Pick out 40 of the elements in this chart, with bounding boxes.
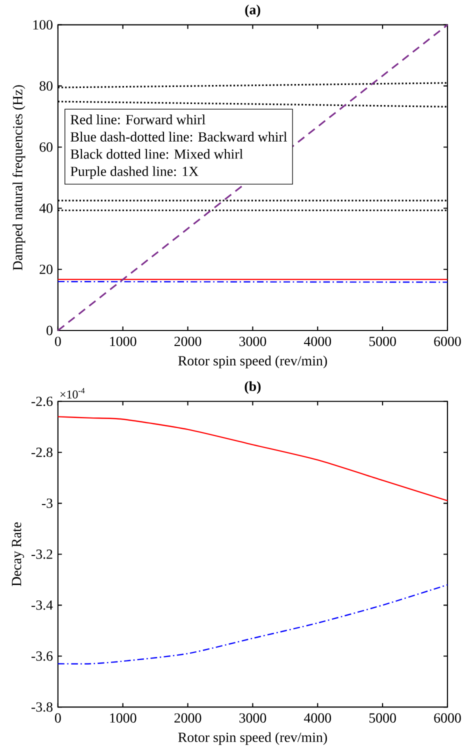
x-tick-label: 5000 [369, 713, 396, 723]
x-tick-label: 6000 [434, 336, 461, 346]
chart-title: (b) [244, 381, 261, 394]
y-tick-label: 0 [46, 326, 52, 336]
x-tick-label: 0 [54, 713, 61, 723]
x-tick-label: 2000 [174, 336, 202, 346]
x-tick-label: 6000 [434, 713, 461, 723]
y-tick-label: -3.2 [31, 550, 52, 559]
y-axis-title: Damped natural frequencies (Hz) [12, 85, 26, 270]
x-tick-label: 3000 [239, 336, 266, 346]
y-axis-title: Decay Rate [12, 522, 24, 586]
y-tick-label: -3 [42, 498, 52, 508]
x-axis-title: Rotor spin speed (rev/min) [178, 732, 327, 745]
y-tick-label: 100 [33, 20, 52, 30]
y-tick-label: 80 [40, 81, 52, 91]
y-tick-label: 20 [40, 264, 52, 274]
x-tick-label: 4000 [304, 336, 332, 346]
x-tick-label: 3000 [239, 713, 266, 723]
y-tick-label: -2.8 [31, 448, 52, 458]
y-tick-label: 60 [40, 142, 52, 152]
y-tick-label: -2.6 [31, 396, 53, 406]
x-tick-label: 1000 [110, 713, 136, 723]
x-tick-label: 4000 [304, 713, 332, 723]
chart-title: (a) [245, 4, 260, 18]
x-tick-label: 5000 [369, 336, 396, 346]
x-tick-label: 2000 [174, 713, 202, 723]
y-tick-label: -3.8 [31, 702, 52, 712]
x-axis-title: Rotor spin speed (rev/min) [178, 356, 327, 368]
y-tick-label: 40 [39, 204, 52, 213]
line-series [57, 416, 448, 502]
annotation: Purple dashed line: 1X [70, 166, 198, 179]
y-tick-label: -3.6 [31, 651, 53, 661]
y-tick-label: -3.4 [31, 600, 53, 610]
x-tick-label: 1000 [110, 336, 136, 346]
annotation: Red line: Forward whirl [70, 114, 206, 124]
annotation: Black dotted line: Mixed whirl [70, 149, 243, 159]
line-series [57, 584, 448, 664]
text: ×10$^{-4}$ [60, 388, 85, 398]
x-tick-label: 0 [54, 336, 61, 346]
annotation: Blue dash-dotted line: Backward whirl [70, 132, 287, 142]
